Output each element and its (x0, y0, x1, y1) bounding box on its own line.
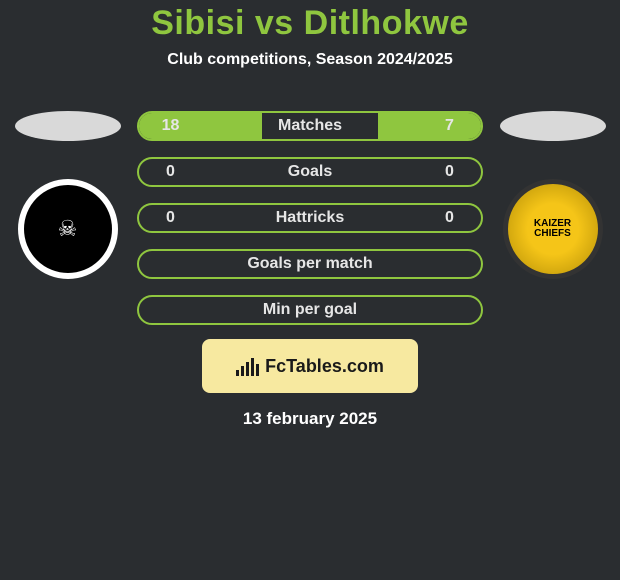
footer-date: 13 february 2025 (0, 409, 620, 429)
stat-label: Goals (194, 163, 426, 181)
stat-right-value: 0 (426, 163, 481, 181)
team-left-badge: ☠ (18, 179, 118, 279)
stat-row: Goals per match (137, 249, 483, 279)
skull-icon: ☠ (58, 216, 78, 242)
stat-left-value: 0 (139, 209, 194, 227)
stat-left-value: 18 (139, 117, 194, 135)
stat-right-value: 0 (426, 209, 481, 227)
stat-row: 0Hattricks0 (137, 203, 483, 233)
page-title: Sibisi vs Ditlhokwe (0, 4, 620, 43)
subtitle: Club competitions, Season 2024/2025 (0, 51, 620, 69)
team-right-badge: KAIZERCHIEFS (503, 179, 603, 279)
stat-label: Hattricks (194, 209, 426, 227)
brand-text: FcTables.com (265, 356, 384, 377)
stat-label: Matches (194, 117, 426, 135)
bars-icon (236, 356, 259, 376)
stats-panel: 18Matches70Goals00Hattricks0Goals per ma… (137, 111, 483, 325)
player-right-placeholder (500, 111, 606, 141)
stat-right-value: 7 (426, 117, 481, 135)
stat-row: 0Goals0 (137, 157, 483, 187)
player-left-placeholder (15, 111, 121, 141)
stat-row: 18Matches7 (137, 111, 483, 141)
chiefs-icon: KAIZERCHIEFS (534, 219, 571, 239)
right-side: KAIZERCHIEFS (495, 111, 610, 279)
stat-label: Min per goal (194, 301, 426, 319)
brand-logo: FcTables.com (202, 339, 418, 393)
left-side: ☠ (10, 111, 125, 279)
stat-label: Goals per match (194, 255, 426, 273)
infographic-container: Sibisi vs Ditlhokwe Club competitions, S… (0, 0, 620, 429)
stat-row: Min per goal (137, 295, 483, 325)
main-layout: ☠ 18Matches70Goals00Hattricks0Goals per … (0, 111, 620, 325)
stat-left-value: 0 (139, 163, 194, 181)
